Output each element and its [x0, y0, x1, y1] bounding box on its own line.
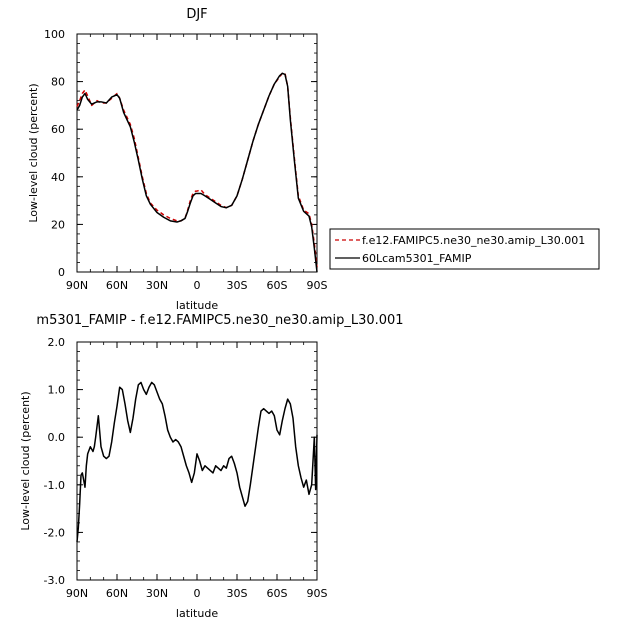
top-chart-title: DJF	[186, 7, 207, 22]
bottom-x-tick-label-0: 90N	[66, 587, 88, 600]
bottom-series-line-0	[76, 381, 318, 542]
top-y-tick-label-0: 0	[58, 266, 65, 279]
top-x-tick-label-6: 90S	[307, 279, 328, 292]
bottom-y-tick-label-3: 0.0	[48, 431, 66, 444]
bottom-x-tick-label-5: 60S	[267, 587, 288, 600]
top-series-line-1	[76, 72, 318, 273]
top-y-tick-label-4: 80	[51, 76, 65, 89]
legend: f.e12.FAMIPC5.ne30_ne30.amip_L30.001 60L…	[329, 228, 600, 270]
legend-label-2: 60Lcam5301_FAMIP	[362, 252, 472, 265]
legend-label-1: f.e12.FAMIPC5.ne30_ne30.amip_L30.001	[362, 234, 585, 247]
top-x-tick-label-5: 60S	[267, 279, 288, 292]
top-y-tick-label-3: 60	[51, 123, 65, 136]
bottom-x-tick-label-3: 0	[194, 587, 201, 600]
bottom-x-tick-label-1: 60N	[106, 587, 128, 600]
bottom-y-tick-label-4: 1.0	[48, 384, 66, 397]
top-x-tick-label-1: 60N	[106, 279, 128, 292]
legend-box	[329, 228, 600, 270]
top-x-tick-label-2: 30N	[146, 279, 168, 292]
bottom-x-tick-label-2: 30N	[146, 587, 168, 600]
top-x-tick-label-4: 30S	[227, 279, 248, 292]
bottom-y-tick-label-2: -1.0	[44, 479, 65, 492]
bottom-y-tick-label-1: -2.0	[44, 526, 65, 539]
bottom-plot-frame	[76, 341, 318, 581]
top-x-axis-label: latitude	[176, 299, 218, 312]
top-plot-frame	[76, 33, 318, 273]
bottom-x-tick-label-4: 30S	[227, 587, 248, 600]
bottom-y-tick-label-0: -3.0	[44, 574, 65, 587]
bottom-x-axis-label: latitude	[176, 607, 218, 620]
top-y-tick-label-2: 40	[51, 171, 65, 184]
bottom-x-tick-label-6: 90S	[307, 587, 328, 600]
bottom-y-axis-label: Low-level cloud (percent)	[19, 391, 32, 530]
bottom-y-tick-label-5: 2.0	[48, 336, 66, 349]
top-x-tick-label-3: 0	[194, 279, 201, 292]
top-y-tick-label-1: 20	[51, 218, 65, 231]
top-y-axis-label: Low-level cloud (percent)	[27, 83, 40, 222]
bottom-chart-title: m5301_FAMIP - f.e12.FAMIPC5.ne30_ne30.am…	[36, 313, 403, 328]
top-x-tick-label-0: 90N	[66, 279, 88, 292]
top-series-line-0	[76, 72, 318, 268]
bottom-panel: m5301_FAMIP - f.e12.FAMIPC5.ne30_ne30.am…	[19, 313, 404, 620]
top-panel: DJF 90N 60N 30N 0 30S 60S 90S 0 20 40 60 80 100 lati…	[27, 7, 328, 312]
top-y-tick-label-5: 100	[44, 28, 65, 41]
